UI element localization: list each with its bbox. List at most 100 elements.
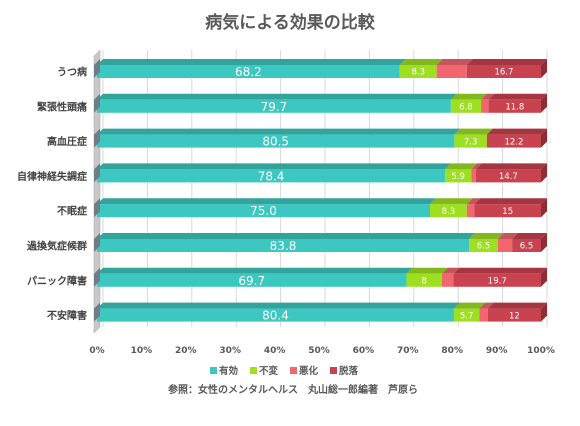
- data-label: 68.2: [235, 65, 262, 79]
- legend-swatch: [290, 367, 297, 374]
- data-label: 11.8: [505, 103, 524, 113]
- bar-segment-top: [436, 59, 473, 65]
- data-label: 6.5: [477, 242, 491, 252]
- x-tick-label: 60%: [353, 346, 375, 356]
- bar-segment: [481, 99, 489, 113]
- category-label: 不安障害: [47, 309, 87, 322]
- bar-segment-top: [97, 59, 406, 65]
- bar-segment: [487, 308, 541, 322]
- legend-label: 有効: [219, 365, 239, 377]
- grid-layer: [93, 49, 548, 334]
- bar-segment: [97, 169, 446, 183]
- data-label: 8.3: [411, 68, 425, 78]
- bar-segment: [97, 134, 455, 148]
- bar-segment-top: [479, 302, 494, 309]
- bar-segment-top: [97, 128, 461, 135]
- legend-item: 脱落: [330, 365, 359, 377]
- bar-segment: [488, 99, 541, 113]
- bar-segment: [97, 204, 430, 218]
- bar-segment: [466, 204, 475, 218]
- data-label: 16.7: [494, 68, 513, 78]
- bar-end-face: [541, 233, 547, 252]
- bar-segment-top: [471, 163, 482, 170]
- bar-segment: [512, 239, 541, 252]
- bar-segment-top: [441, 267, 460, 274]
- bar-segment: [436, 65, 467, 78]
- bar-segment-top: [399, 59, 443, 65]
- bar-end-face: [541, 128, 547, 148]
- bar-segment: [486, 134, 541, 148]
- bar-segment-top: [97, 267, 413, 274]
- data-label: 6.5: [520, 242, 534, 252]
- bar-segment-top: [466, 59, 547, 65]
- bar-segment: [441, 273, 454, 287]
- bar-segment-top: [445, 163, 478, 170]
- bar-segment-top: [97, 93, 457, 100]
- bar-segment-top: [450, 93, 488, 100]
- legend-label: 悪化: [299, 365, 319, 377]
- legend-swatch: [330, 367, 337, 374]
- bar-start-face: [94, 93, 100, 113]
- x-tick-label: 50%: [308, 346, 330, 356]
- x-tick-label: 30%: [219, 346, 241, 356]
- bar-segment: [453, 273, 541, 287]
- data-label: 6.8: [459, 103, 473, 113]
- bar-segment-top: [97, 302, 460, 309]
- bar-segment-top: [97, 163, 452, 170]
- bar-segment-top: [430, 198, 473, 205]
- data-label: 12: [509, 311, 520, 321]
- bar-segment-top: [488, 93, 547, 100]
- data-label: 19.7: [488, 277, 507, 287]
- bar-start-face: [94, 59, 100, 78]
- bar-segment-top: [453, 267, 547, 274]
- data-label: 79.7: [261, 100, 288, 114]
- data-label: 15: [502, 207, 513, 217]
- bar-segment: [450, 99, 482, 113]
- bar-segment-top: [474, 198, 547, 205]
- bar-segment: [445, 169, 472, 183]
- legend-label: 脱落: [339, 365, 359, 377]
- axis-layer: 0% 10% 20% 30% 40% 50% 60% 70% 80% 90% 100% うつ病緊張性頭…: [17, 66, 555, 357]
- bar-segment-top: [512, 233, 547, 239]
- legend-swatch: [250, 367, 257, 374]
- legend-item: 有効: [210, 365, 239, 377]
- label-layer: 68.2 8.3 16.7 79.7 6.8 11.8 80.5 7.3 12.2 78.4 5.9…: [235, 65, 533, 323]
- bar-segment-top: [466, 198, 481, 205]
- data-label: 7.3: [464, 137, 478, 147]
- bar-segment: [475, 169, 541, 183]
- bar-start-face: [94, 233, 100, 252]
- bar-end-face: [541, 59, 547, 78]
- bar-start-face: [94, 302, 100, 322]
- x-tick-label: 100%: [527, 346, 555, 356]
- bar-end-face: [541, 302, 547, 322]
- data-label: 69.7: [238, 274, 265, 288]
- bar-segment: [497, 239, 513, 252]
- plot-side-wall: [93, 49, 101, 334]
- category-label: 緊張性頭痛: [37, 100, 87, 113]
- bar-layer: [94, 59, 547, 322]
- bar-segment-top: [453, 302, 486, 309]
- bar-segment-top: [487, 302, 547, 309]
- bar-end-face: [541, 93, 547, 113]
- bar-segment-top: [497, 233, 519, 239]
- category-label: 自律神経失調症: [17, 170, 87, 183]
- category-label: パニック障害: [27, 274, 87, 287]
- data-label: 78.4: [258, 169, 285, 183]
- bar-segment: [399, 65, 437, 78]
- bar-start-face: [94, 198, 100, 218]
- bar-segment-top: [97, 233, 476, 239]
- data-label: 5.7: [460, 311, 474, 321]
- bar-segment: [430, 204, 467, 218]
- bar-segment: [406, 273, 442, 287]
- data-label: 12.2: [504, 137, 523, 147]
- x-tick-label: 90%: [486, 346, 508, 356]
- bar-start-face: [94, 267, 100, 287]
- bar-segment: [97, 273, 407, 287]
- data-label: 8: [422, 277, 427, 287]
- bar-start-face: [94, 163, 100, 183]
- bar-segment: [479, 308, 488, 322]
- data-label: 83.8: [270, 239, 297, 253]
- category-label: うつ病: [57, 66, 87, 79]
- chart-title: 病気による効果の比較: [205, 12, 375, 33]
